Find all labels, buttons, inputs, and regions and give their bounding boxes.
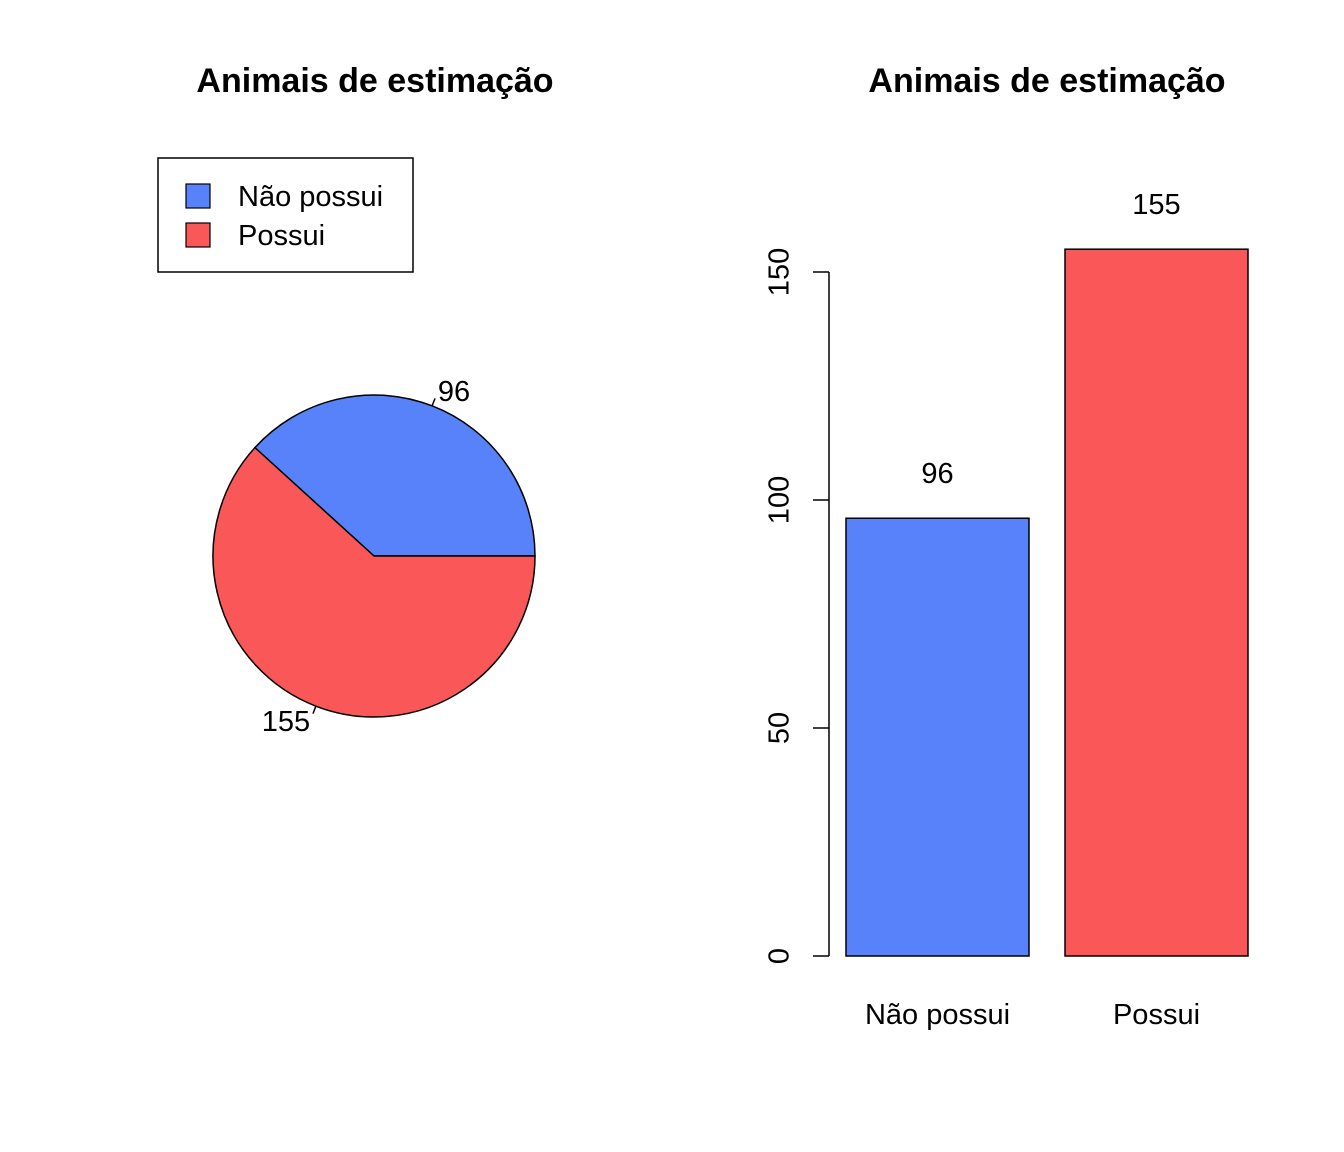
pie-slice-label-possui: 155 bbox=[262, 706, 310, 738]
bar-possui bbox=[1064, 248, 1249, 957]
x-category-label-possui: Possui bbox=[1113, 999, 1200, 1031]
pie-legend: Não possui Possui bbox=[157, 157, 414, 273]
bar-data-label-nao-possui: 96 bbox=[921, 458, 953, 490]
bar-y-axis: 0 50 100 150 bbox=[764, 248, 830, 964]
pie-legend-box bbox=[157, 157, 414, 273]
pie-slice-nao-possui bbox=[253, 394, 536, 557]
pie-chart-title: Animais de estimação bbox=[196, 62, 553, 100]
pie-legend-swatch-nao-possui bbox=[185, 183, 211, 209]
pie-legend-swatch-possui bbox=[185, 222, 211, 248]
bar-series: 96 Não possui 155 Possui bbox=[845, 189, 1249, 1031]
pie-label-tick-possui bbox=[312, 705, 317, 714]
pie-chart: Animais de estimação Não possui Possui 9… bbox=[157, 62, 554, 738]
pie-legend-label-nao-possui: Não possui bbox=[238, 181, 383, 213]
pie-slices: 96 155 bbox=[212, 376, 536, 738]
pie-label-tick-nao-possui bbox=[431, 398, 436, 407]
y-tick-label-100: 100 bbox=[764, 476, 796, 524]
bar-data-label-possui: 155 bbox=[1132, 189, 1180, 221]
x-category-label-nao-possui: Não possui bbox=[865, 999, 1010, 1031]
bar-nao-possui bbox=[845, 517, 1030, 957]
bar-chart: Animais de estimação 0 50 100 150 96 Não pos… bbox=[764, 62, 1249, 1031]
bar-chart-title: Animais de estimação bbox=[868, 62, 1225, 100]
y-tick-label-0: 0 bbox=[764, 948, 796, 964]
y-tick-label-50: 50 bbox=[764, 712, 796, 744]
y-tick-label-150: 150 bbox=[764, 248, 796, 296]
pie-slice-label-nao-possui: 96 bbox=[438, 376, 470, 408]
pie-legend-label-possui: Possui bbox=[238, 220, 325, 252]
